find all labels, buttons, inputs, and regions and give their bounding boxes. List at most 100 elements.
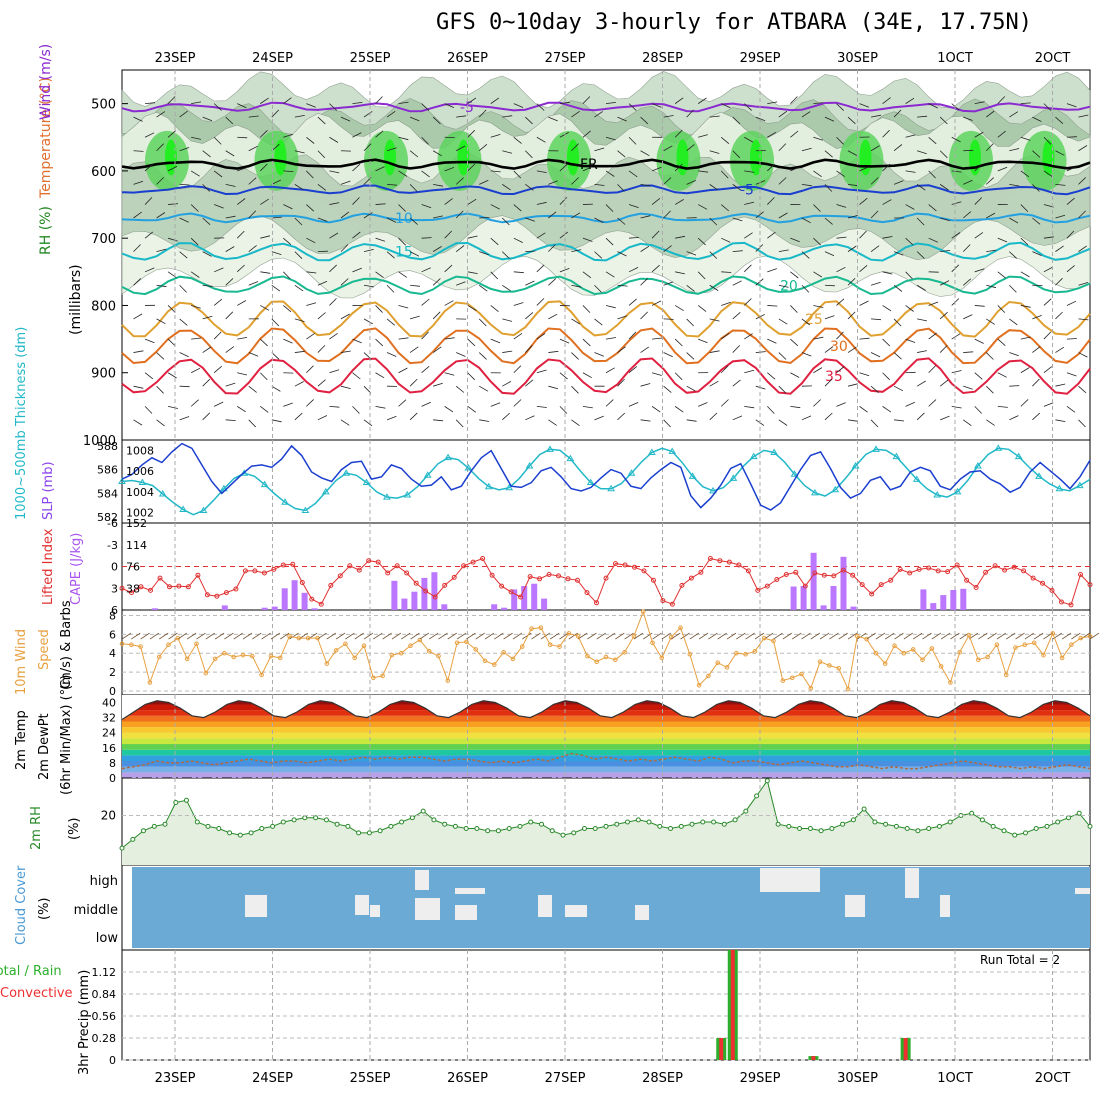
rh2m-point: [303, 816, 307, 820]
temp-color-band: [122, 755, 1090, 761]
cape-bar: [801, 586, 807, 610]
thickness-tick-label: 584: [97, 487, 118, 500]
precip-legend-total: Total / Rain: [0, 964, 62, 979]
rh2m-point: [281, 820, 285, 824]
cape-bar: [930, 603, 936, 610]
rh2m-point: [453, 824, 457, 828]
rh-max-blob: [969, 139, 981, 175]
rh2m-point: [410, 816, 414, 820]
rh2m-point: [346, 824, 350, 828]
rh2m-point: [798, 827, 802, 831]
temp-tick-label: 16: [102, 742, 116, 755]
rh2m-point: [927, 827, 931, 831]
wind-barb: [237, 137, 247, 138]
rh2m-point: [540, 822, 544, 826]
temp-color-band: [122, 721, 1090, 727]
rh2m-point: [970, 811, 974, 815]
rh2m-point: [1024, 831, 1028, 835]
temp-tick-label: 0: [109, 772, 116, 785]
rh2m-point: [658, 824, 662, 828]
rh2m-point: [357, 831, 361, 835]
rh2m-unit-label: (%): [67, 818, 82, 841]
rh2m-point: [744, 809, 748, 813]
top-date-label: 29SEP: [740, 51, 781, 66]
top-date-label: 27SEP: [545, 51, 586, 66]
wind-tick-label: 2: [109, 666, 116, 679]
rh2m-point: [851, 818, 855, 822]
top-date-label: 25SEP: [350, 51, 391, 66]
rh2m-point: [626, 820, 630, 824]
rh2m-point: [324, 818, 328, 822]
rh2m-point: [722, 822, 726, 826]
precip-tick-label: 1.12: [92, 966, 117, 979]
cape-bar: [791, 587, 797, 611]
temp-color-band: [122, 738, 1090, 744]
rh2m-point: [1013, 833, 1017, 837]
rh2m-point: [486, 829, 490, 833]
cloud-unit-label: (%): [37, 898, 52, 921]
cloud-patch: [905, 868, 919, 898]
bottom-date-label: 23SEP: [155, 1071, 196, 1086]
wind-tick-label: 4: [109, 647, 116, 660]
precip-tick-label: 0.56: [92, 1010, 117, 1023]
isotherm-label: -5: [460, 100, 474, 116]
temp-tick-label: 40: [102, 697, 116, 710]
rh2m-point: [185, 798, 189, 802]
panel-th: [122, 440, 1090, 523]
cape-bar: [441, 604, 447, 610]
isotherm-label: -5: [740, 183, 754, 199]
isotherm-label: 25: [805, 312, 823, 328]
rh2m-point: [195, 820, 199, 824]
rh2m-point: [561, 833, 565, 837]
cloud-patch: [1075, 888, 1090, 894]
cape-bar: [421, 578, 427, 610]
wind-tick-label: 6: [109, 628, 116, 641]
cape-bar: [491, 604, 497, 610]
run-total-label: Run Total = 2: [980, 953, 1060, 967]
top-date-label: 1OCT: [937, 51, 973, 66]
rh2m-point: [755, 794, 759, 798]
li-tick-label: 3: [111, 582, 118, 595]
rh2m-point: [400, 820, 404, 824]
rh2m-point: [765, 779, 769, 783]
rh2m-point: [690, 822, 694, 826]
rh2m-point: [583, 827, 587, 831]
cloud-patch: [635, 905, 649, 920]
temp-color-band: [122, 727, 1090, 733]
rh2m-point: [830, 827, 834, 831]
rh2m-point: [572, 831, 576, 835]
temp-color-band: [122, 767, 1090, 773]
chart-title: GFS 0~10day 3-hourly for ATBARA (34E, 17…: [436, 10, 1032, 35]
cloud-axis-label: Cloud Cover: [14, 865, 29, 945]
cloud-patch: [415, 870, 429, 890]
rh2m-point: [131, 837, 135, 841]
bottom-date-label: 28SEP: [642, 1071, 683, 1086]
cloud-patch: [845, 895, 865, 917]
cape-bar: [821, 605, 827, 610]
rh2m-point: [260, 827, 264, 831]
rh2m-axis-label: 2m RH: [29, 806, 44, 850]
slp-axis-label: SLP (mb): [41, 461, 56, 520]
temp-color-band: [122, 772, 1090, 778]
rh2m-point: [335, 822, 339, 826]
temp-label-3: (6hr Min/Max) (°C): [59, 675, 74, 795]
rh2m-point: [496, 829, 500, 833]
rh2m-point: [1067, 816, 1071, 820]
rh2m-point: [916, 829, 920, 833]
bottom-date-label: 1OCT: [937, 1071, 973, 1086]
rh-axis-label: RH (%): [38, 206, 54, 255]
cape-bar: [282, 588, 288, 610]
cape-tick-label: 152: [126, 517, 147, 530]
rh2m-point: [819, 829, 823, 833]
thickness-axis-label: 1000~500mb Thickness (dm): [14, 327, 29, 520]
cloud-patch: [415, 898, 440, 920]
cloud-level-label: middle: [74, 903, 118, 918]
pressure-tick-label: 500: [91, 98, 116, 113]
li-tick-label: -3: [107, 539, 118, 552]
cape-bar: [302, 593, 308, 610]
pressure-tick-label: 600: [91, 165, 116, 180]
cloud-patch: [538, 895, 552, 917]
rh2m-point: [669, 827, 673, 831]
cloud-level-label: low: [96, 931, 119, 946]
cape-bar: [501, 608, 507, 610]
